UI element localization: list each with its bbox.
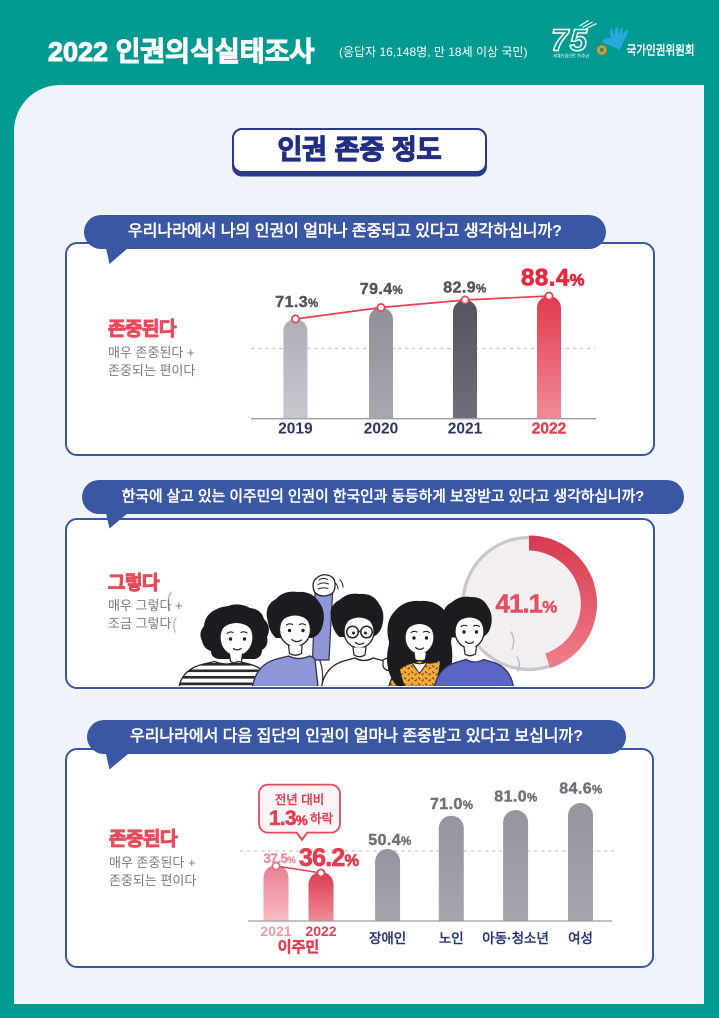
svg-text:세계인권선언 75주년: 세계인권선언 75주년 [553,53,589,60]
svg-text:국가인권위원회: 국가인권위원회 [627,43,695,58]
svg-text:75: 75 [551,23,588,58]
